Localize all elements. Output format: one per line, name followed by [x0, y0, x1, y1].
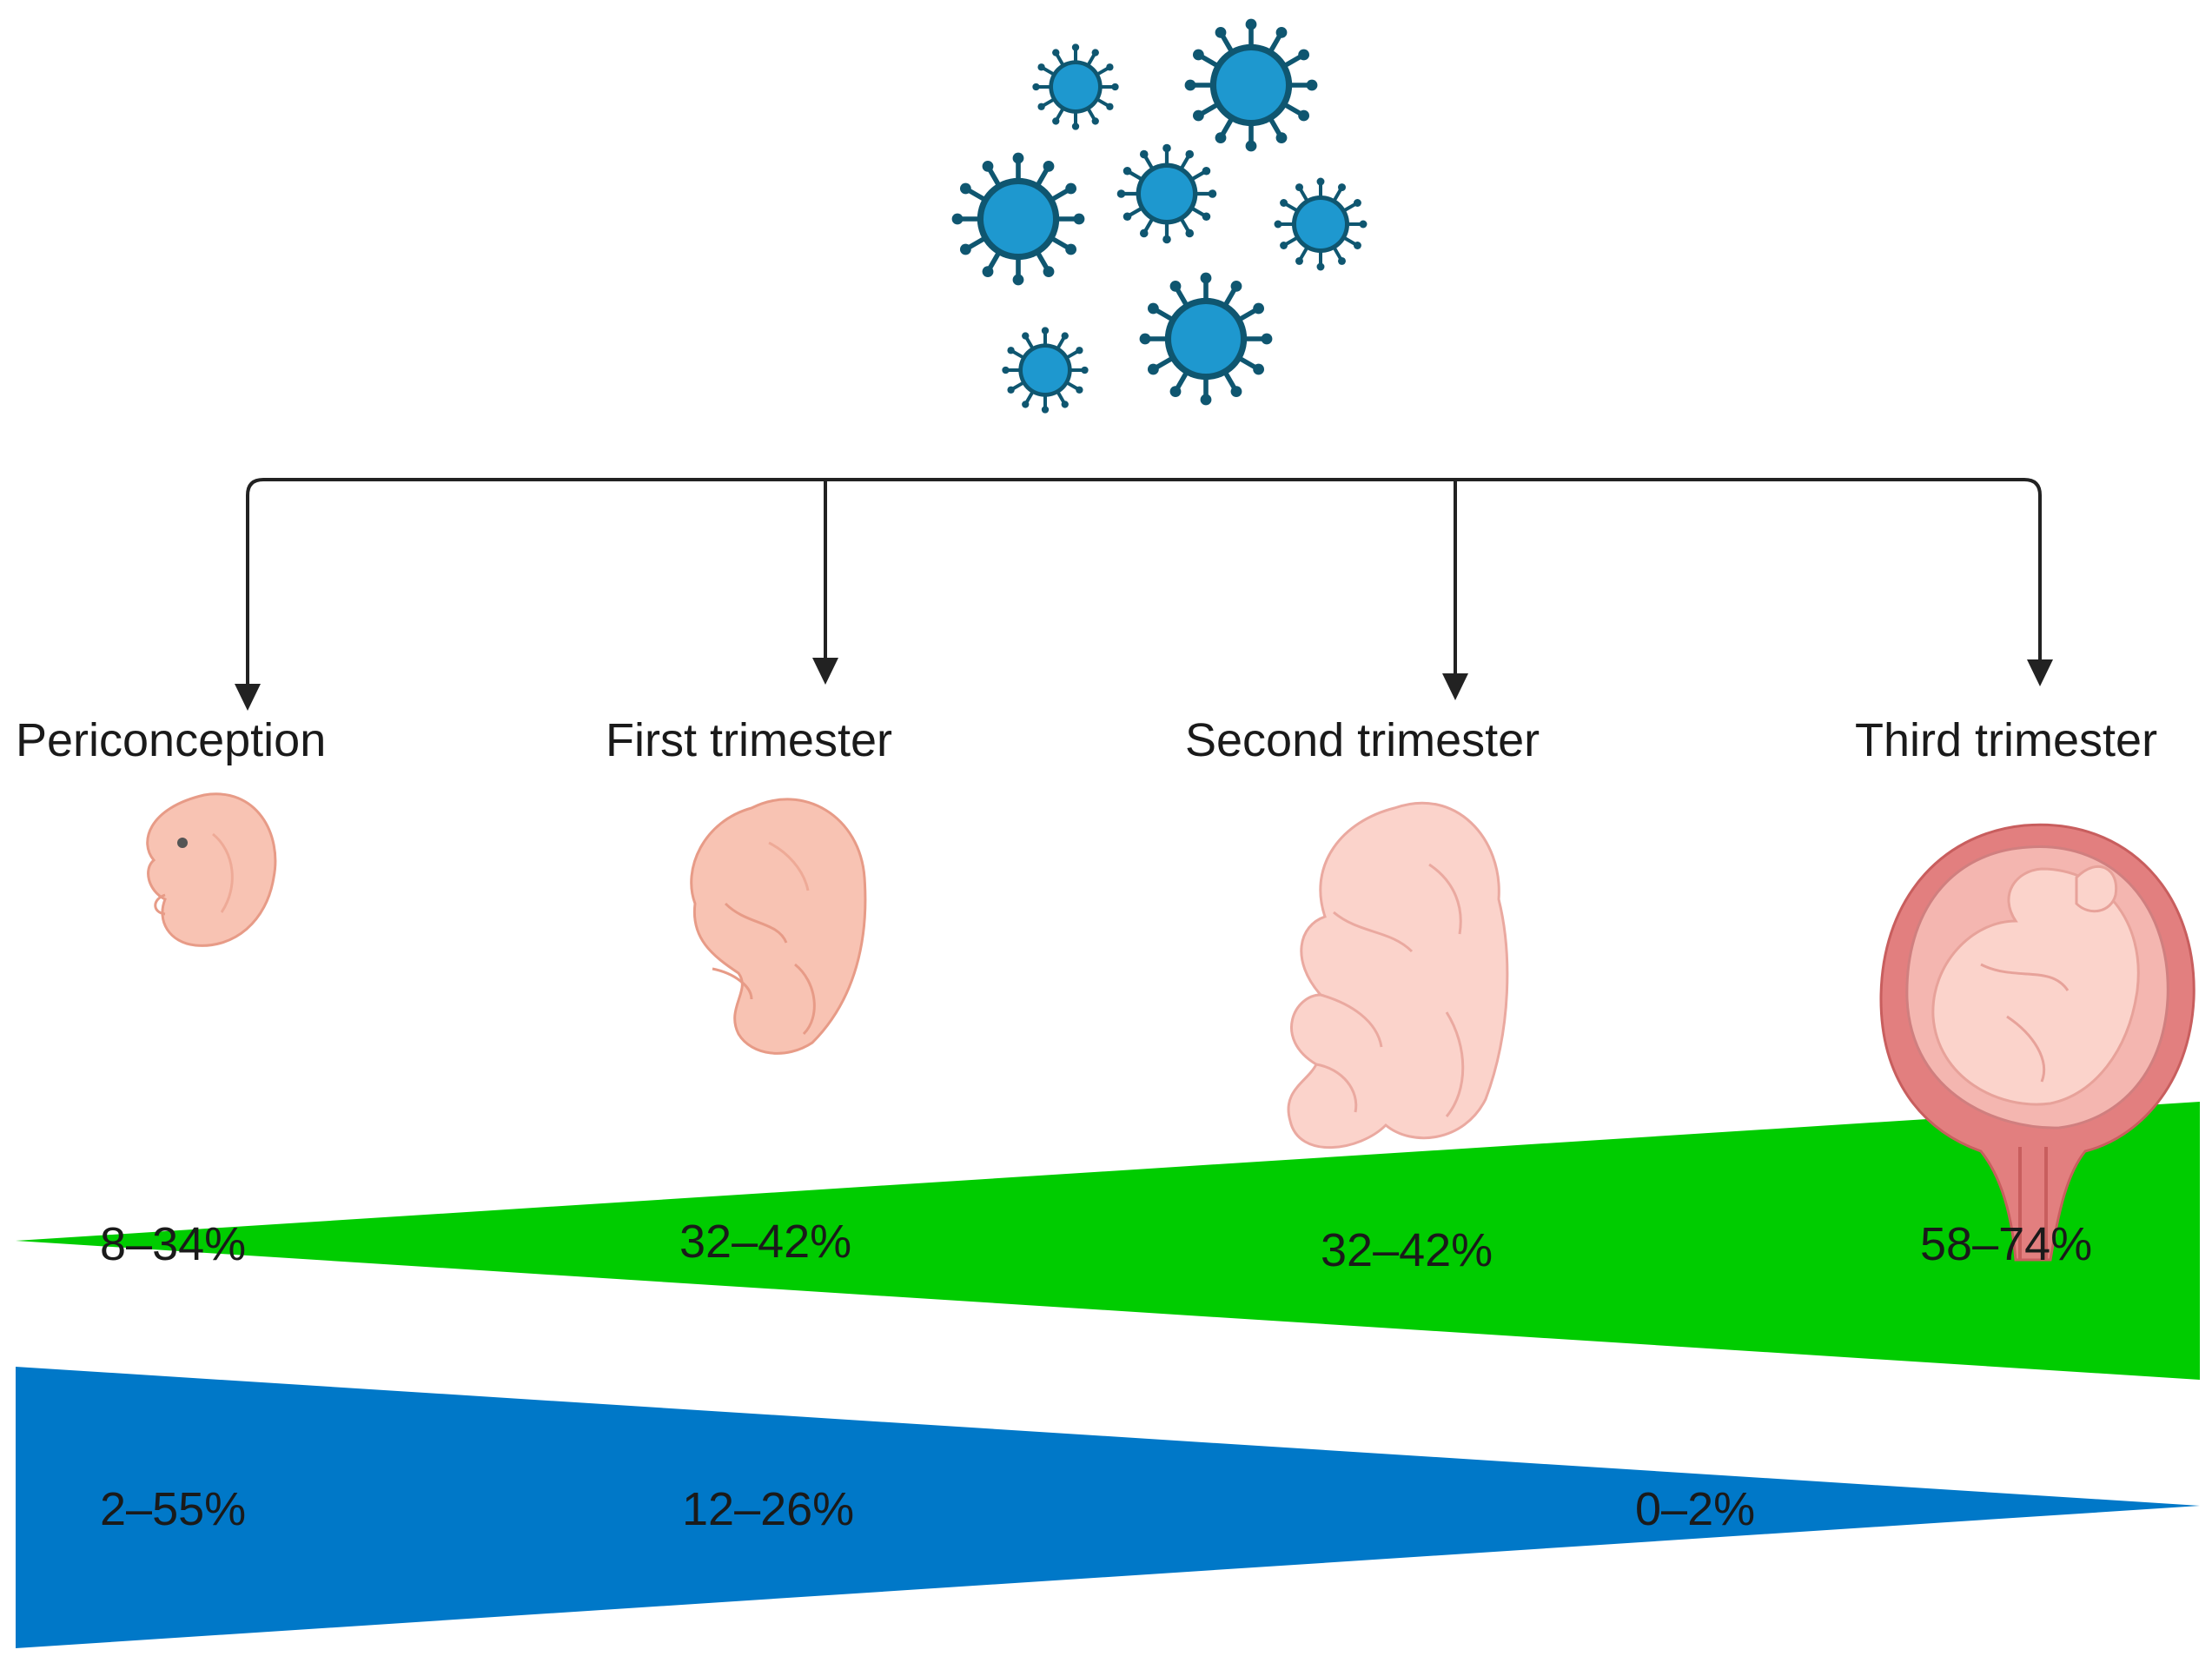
- virus-icon: [1274, 177, 1368, 271]
- virus-icon: [1116, 143, 1217, 244]
- arrowhead-first-trimester-icon: [812, 658, 838, 685]
- stage-label-first-trimester: First trimester: [606, 714, 892, 766]
- virus-icon: [1184, 18, 1318, 152]
- virus-icon: [1139, 272, 1273, 406]
- green-value-first-trimester: 32–42%: [679, 1216, 851, 1268]
- blue-value-periconception: 2–55%: [100, 1483, 246, 1535]
- blue-value-first-trimester: 12–26%: [682, 1483, 854, 1535]
- virus-icon: [951, 152, 1085, 286]
- stage-label-periconception: Periconception: [16, 714, 326, 766]
- virus-icon: [1002, 327, 1089, 414]
- branch-arrows: [235, 478, 2053, 711]
- arrowhead-second-trimester-icon: [1442, 673, 1468, 700]
- blue-value-second-trimester: 0–2%: [1635, 1483, 1755, 1535]
- blue-wedge-values: 2–55% 12–26% 0–2%: [100, 1483, 1755, 1535]
- pregnant-uterus-icon: [1879, 823, 2195, 1262]
- virus-cluster: [951, 18, 1368, 414]
- embryo-icon: [146, 792, 277, 947]
- branch-connector-line: [246, 478, 2042, 530]
- virus-icon: [1032, 43, 1119, 130]
- stage-labels: Periconception First trimester Second tr…: [16, 714, 2157, 766]
- stage-label-second-trimester: Second trimester: [1185, 714, 1540, 766]
- arrowhead-third-trimester-icon: [2027, 659, 2053, 686]
- arrowhead-periconception-icon: [235, 684, 261, 711]
- green-wedge: [16, 1102, 2200, 1380]
- green-value-periconception: 8–34%: [100, 1218, 246, 1270]
- stage-label-third-trimester: Third trimester: [1855, 714, 2157, 766]
- green-value-second-trimester: 32–42%: [1321, 1224, 1493, 1276]
- fetus-icon: [1287, 801, 1509, 1150]
- green-wedge-values: 8–34% 32–42% 32–42% 58–74%: [100, 1216, 2092, 1276]
- green-value-third-trimester: 58–74%: [1920, 1218, 2092, 1270]
- blue-wedge: [16, 1367, 2200, 1648]
- fetus-icon: [690, 798, 867, 1055]
